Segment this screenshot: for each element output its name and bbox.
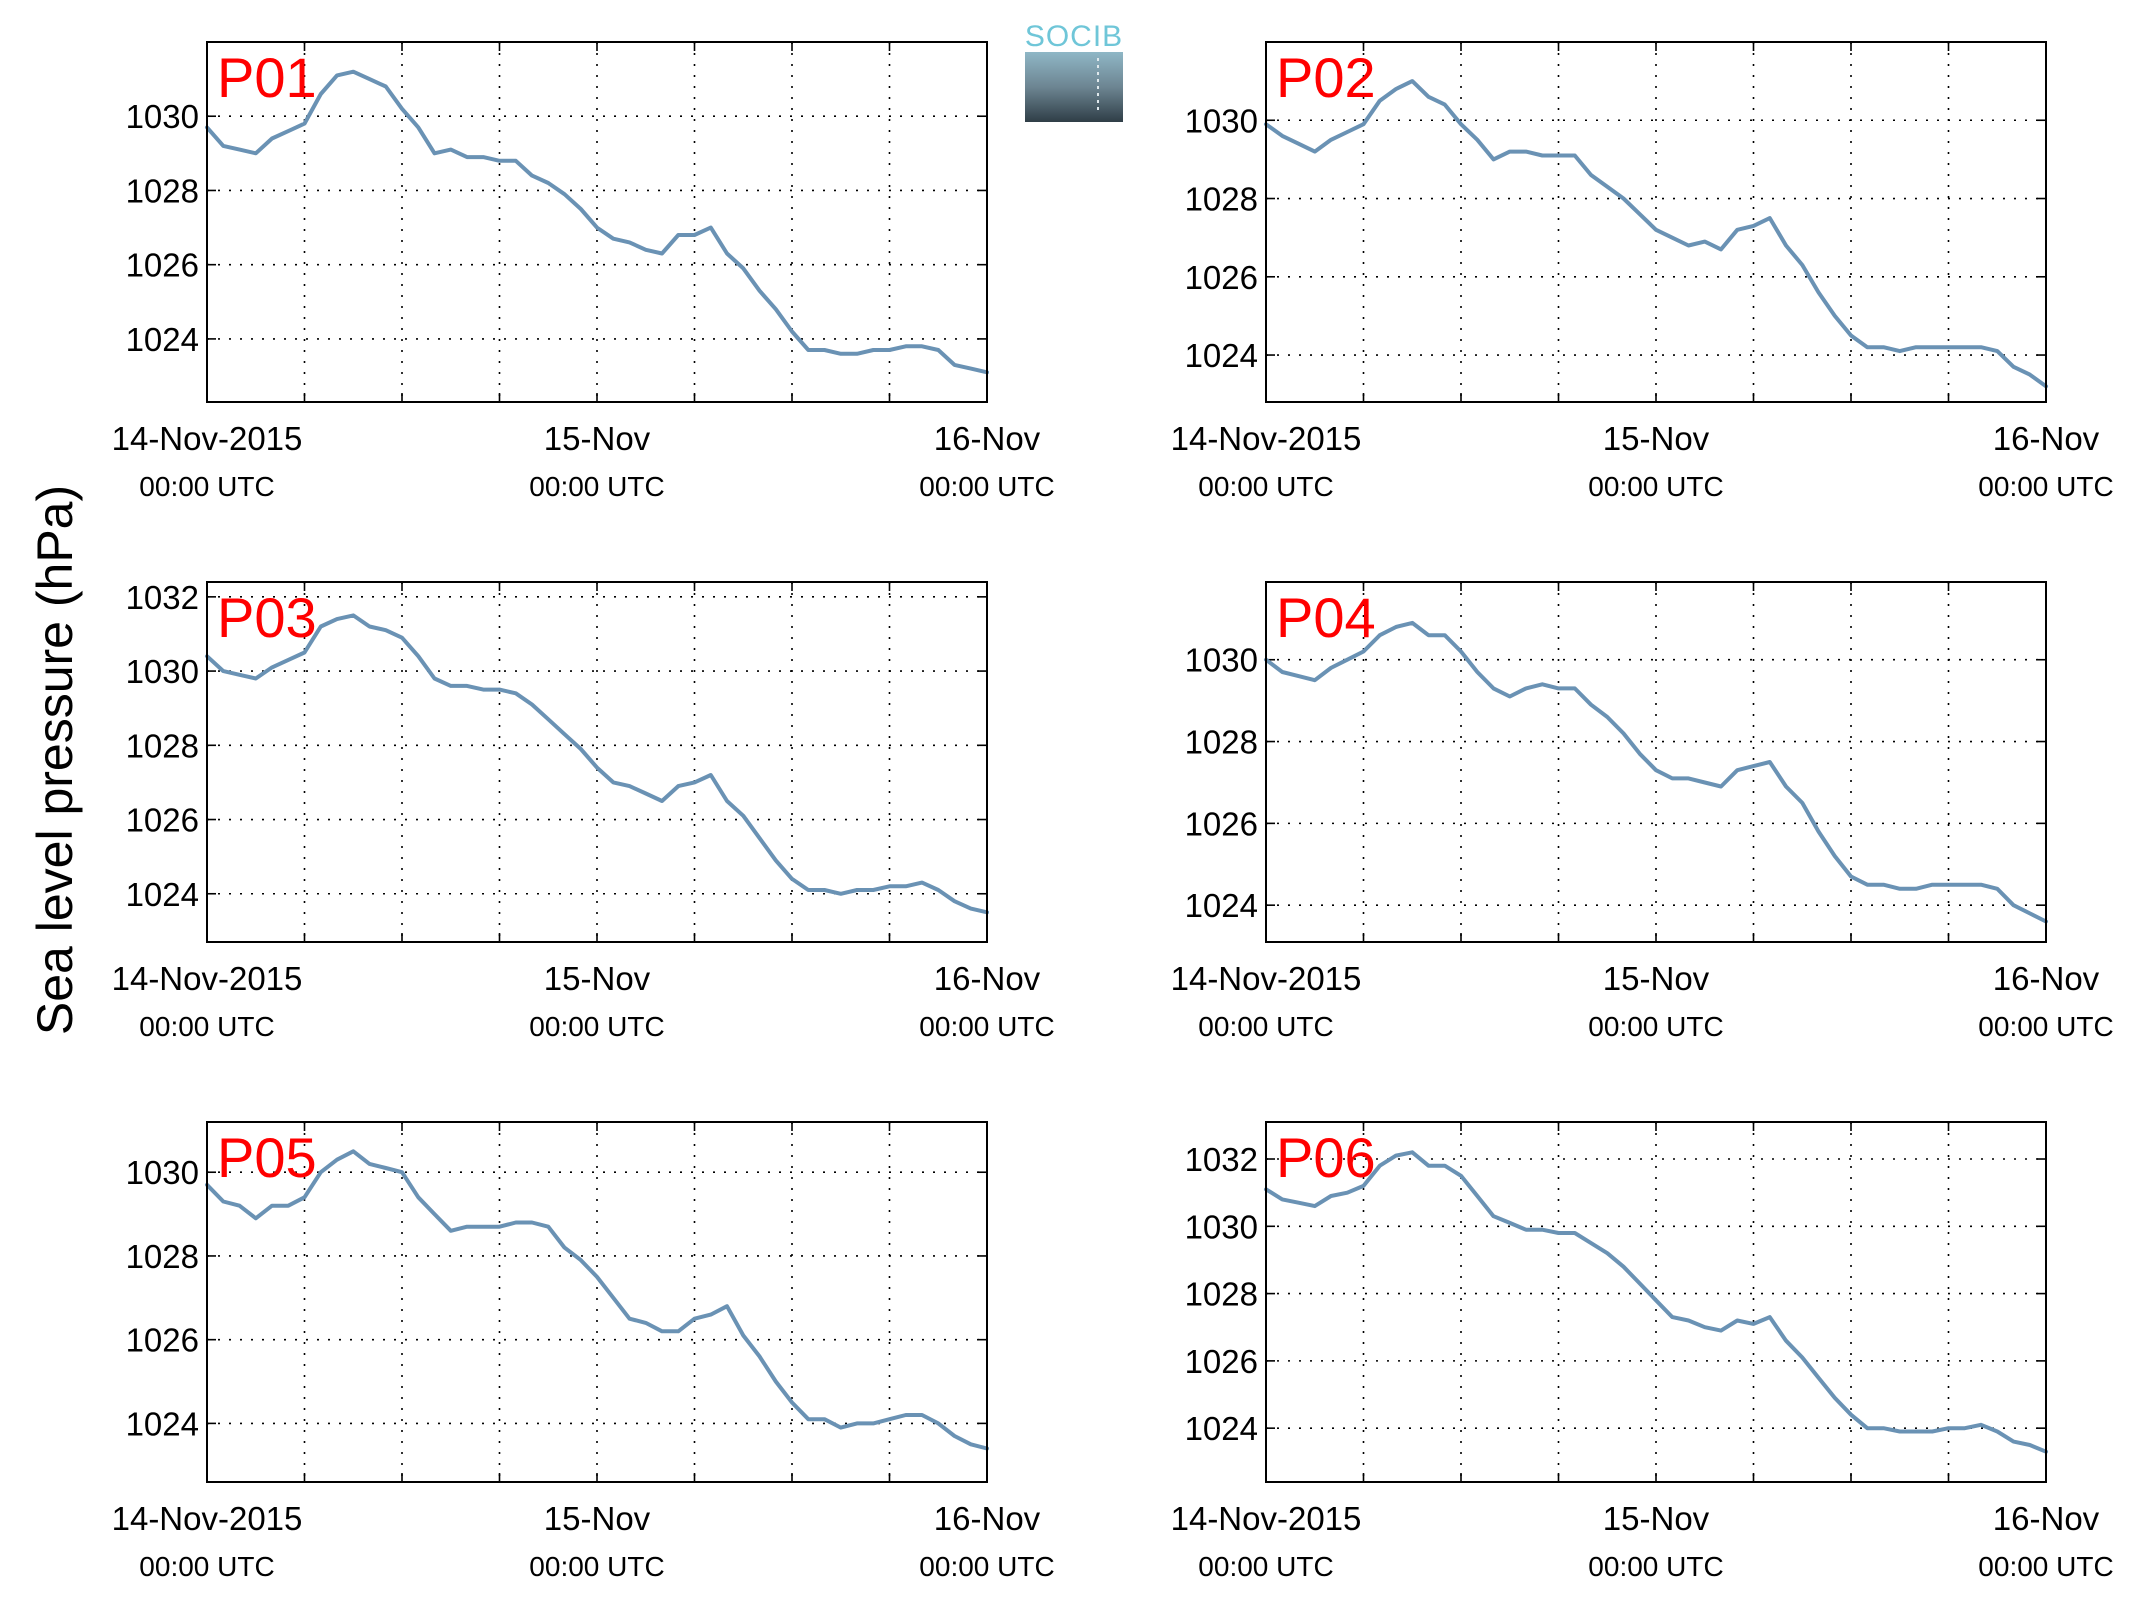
x-tick-label: 16-Nov [934,960,1041,997]
panel-label: P04 [1276,586,1376,649]
y-tick-label: 1024 [126,876,199,913]
y-tick-label: 1024 [1185,887,1258,924]
x-tick-sublabel: 00:00 UTC [139,1011,274,1042]
y-tick-label: 1026 [1185,805,1258,842]
x-tick-sublabel: 00:00 UTC [1978,1551,2113,1582]
x-tick-sublabel: 00:00 UTC [919,1551,1054,1582]
x-tick-sublabel: 00:00 UTC [1588,471,1723,502]
panel-p06: 1024 1026 1028 1030 1032 14-Nov-2015 00:00 UTC… [1171,1121,2114,1582]
y-tick-label: 1024 [1185,337,1258,374]
x-tick-sublabel: 00:00 UTC [1978,1011,2113,1042]
y-tick-label: 1026 [126,247,199,284]
y-tick-label: 1026 [126,1322,199,1359]
panel-p02: 1024 1026 1028 1030 14-Nov-2015 00:00 UTC 15-N… [1171,41,2114,502]
panel-p04: 1024 1026 1028 1030 14-Nov-2015 00:00 UTC 15-N… [1171,581,2114,1042]
y-tick-label: 1030 [126,98,199,135]
panel-label: P03 [217,586,317,649]
y-tick-label: 1028 [1185,181,1258,218]
x-tick-sublabel: 00:00 UTC [919,471,1054,502]
y-tick-label: 1030 [126,1154,199,1191]
x-tick-label: 14-Nov-2015 [1171,1500,1362,1537]
axes-frame [1265,1121,2047,1483]
series-line-p05 [205,1149,989,1451]
series-line-p03 [205,613,989,915]
x-tick-label: 14-Nov-2015 [112,420,303,457]
y-tick-label: 1030 [1185,102,1258,139]
series-line-p01 [205,69,989,375]
x-tick-sublabel: 00:00 UTC [529,1551,664,1582]
x-tick-sublabel: 00:00 UTC [1588,1551,1723,1582]
x-tick-sublabel: 00:00 UTC [139,471,274,502]
x-tick-sublabel: 00:00 UTC [529,1011,664,1042]
x-tick-label: 16-Nov [1993,960,2100,997]
x-tick-label: 15-Nov [544,1500,651,1537]
x-tick-label: 15-Nov [1603,420,1710,457]
series-line-p04 [1264,620,2048,924]
panels: 1024 1026 1028 1030 14-Nov-2015 00:00 UTC 15-N… [112,41,2114,1582]
x-tick-sublabel: 00:00 UTC [1198,1551,1333,1582]
x-tick-label: 15-Nov [544,960,651,997]
y-tick-label: 1026 [1185,1343,1258,1380]
x-tick-label: 16-Nov [1993,420,2100,457]
x-tick-sublabel: 00:00 UTC [139,1551,274,1582]
axes-frame [1265,41,2047,403]
y-tick-label: 1024 [1185,1410,1258,1447]
x-tick-sublabel: 00:00 UTC [1588,1011,1723,1042]
panel-label: P06 [1276,1126,1376,1189]
panel-label: P01 [217,46,317,109]
panel-p03: 1024 1026 1028 1030 1032 14-Nov-2015 00:00 UTC… [112,579,1055,1042]
panel-label: P02 [1276,46,1376,109]
x-tick-sublabel: 00:00 UTC [529,471,664,502]
x-tick-label: 14-Nov-2015 [112,960,303,997]
x-tick-sublabel: 00:00 UTC [1978,471,2113,502]
panel-label: P05 [217,1126,317,1189]
x-tick-label: 16-Nov [934,420,1041,457]
y-tick-label: 1026 [1185,259,1258,296]
x-tick-label: 16-Nov [934,1500,1041,1537]
x-tick-label: 14-Nov-2015 [1171,420,1362,457]
panel-p05: 1024 1026 1028 1030 14-Nov-2015 00:00 UTC 15-N… [112,1121,1055,1582]
y-tick-label: 1032 [1185,1141,1258,1178]
logo-text: SOCIB [1025,20,1123,53]
series-line-p06 [1264,1150,2048,1454]
x-tick-sublabel: 00:00 UTC [919,1011,1054,1042]
y-tick-label: 1028 [126,1238,199,1275]
x-tick-label: 15-Nov [1603,1500,1710,1537]
axes-frame [1265,581,2047,943]
y-tick-label: 1024 [126,1405,199,1442]
y-tick-label: 1028 [1185,724,1258,761]
x-tick-label: 14-Nov-2015 [1171,960,1362,997]
x-tick-label: 15-Nov [544,420,651,457]
y-tick-label: 1030 [126,653,199,690]
y-tick-label: 1028 [126,172,199,209]
y-axis-label: Sea level pressure (hPa) [27,485,83,1035]
axes-frame [206,581,988,943]
logo-mark [1025,52,1123,122]
panel-p01: 1024 1026 1028 1030 14-Nov-2015 00:00 UTC 15-N… [112,41,1055,502]
y-tick-label: 1030 [1185,1208,1258,1245]
series-line-p02 [1264,79,2048,389]
socib-logo: SOCIB [1025,20,1123,122]
y-tick-label: 1032 [126,579,199,616]
axes-frame [206,1121,988,1483]
y-tick-label: 1028 [126,727,199,764]
y-tick-label: 1026 [126,802,199,839]
x-tick-sublabel: 00:00 UTC [1198,471,1333,502]
y-tick-label: 1028 [1185,1276,1258,1313]
x-tick-label: 16-Nov [1993,1500,2100,1537]
axes-frame [206,41,988,403]
x-tick-label: 14-Nov-2015 [112,1500,303,1537]
x-tick-label: 15-Nov [1603,960,1710,997]
y-tick-label: 1030 [1185,642,1258,679]
x-tick-sublabel: 00:00 UTC [1198,1011,1333,1042]
y-tick-label: 1024 [126,321,199,358]
